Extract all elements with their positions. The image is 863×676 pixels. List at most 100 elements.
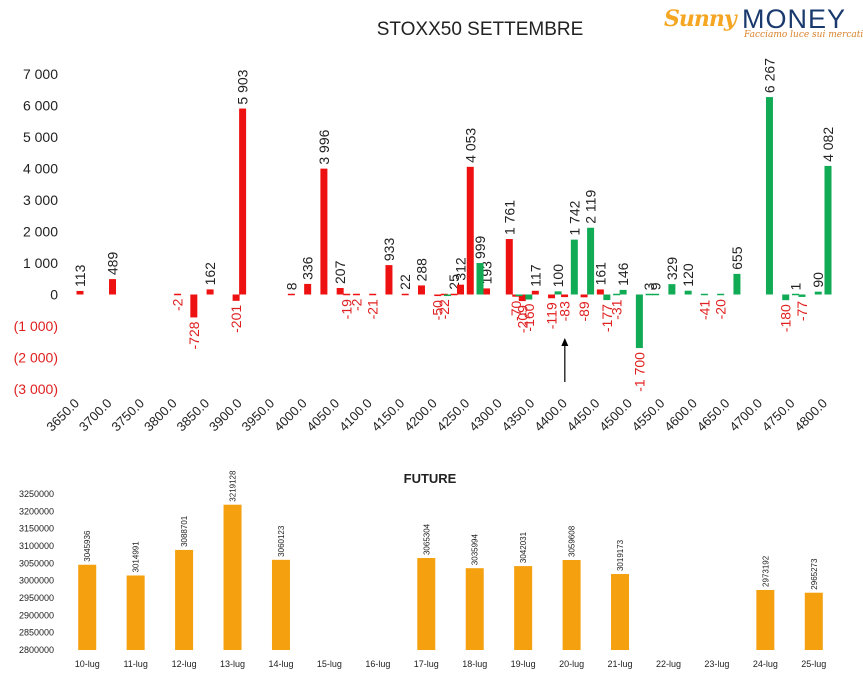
option-bar xyxy=(336,287,344,295)
option-bar-label: 162 xyxy=(202,262,218,286)
future-x-tick-label: 23-lug xyxy=(704,659,729,669)
option-bar-label: 1 761 xyxy=(501,200,517,235)
y-tick-label: (2 000) xyxy=(14,350,58,366)
option-bar xyxy=(619,289,627,295)
option-bar xyxy=(417,285,425,295)
option-bar xyxy=(531,290,539,295)
option-bar xyxy=(174,293,182,296)
option-bar xyxy=(320,168,328,295)
y-tick-label: 5 000 xyxy=(23,129,58,145)
option-bar xyxy=(401,293,409,296)
option-bar xyxy=(483,288,491,295)
option-bar-label: -41 xyxy=(696,300,712,320)
y-tick-label: (1 000) xyxy=(14,318,58,334)
option-bar-label: -1 700 xyxy=(631,352,647,392)
option-bar xyxy=(684,290,692,295)
option-bar-label: -180 xyxy=(778,304,794,332)
option-bar xyxy=(596,289,604,295)
option-bar xyxy=(645,293,653,296)
options-chart: STOXX50 SETTEMBRE 7 000 6 000 5 000 4 000 3 … xyxy=(14,19,836,434)
logo-sunny-text: Sunny xyxy=(664,6,737,32)
x-tick-label: 3950.0 xyxy=(239,396,278,435)
future-x-tick-label: 16-lug xyxy=(365,659,390,669)
option-bar-label: 9 xyxy=(648,282,664,290)
y-tick-label: 1 000 xyxy=(23,255,58,271)
y-tick-label: 3 000 xyxy=(23,192,58,208)
future-x-tick-label: 24-lug xyxy=(753,659,778,669)
future-y-tick-label: 3200000 xyxy=(19,506,54,516)
future-x-tick-label: 14-lug xyxy=(268,659,293,669)
future-chart: FUTURE 3250000 3200000 3150000 3100000 30500… xyxy=(19,470,826,669)
option-bar-label: 933 xyxy=(381,238,397,262)
option-bar-label: -728 xyxy=(186,321,202,349)
option-bar-label: 1 xyxy=(787,282,803,290)
future-bar-label: 3060123 xyxy=(277,525,286,557)
option-bar xyxy=(457,284,465,295)
option-bar xyxy=(765,97,773,295)
option-bar-label: 113 xyxy=(72,264,88,287)
option-bar-label: -20 xyxy=(713,299,729,319)
x-tick-label: 4450.0 xyxy=(564,396,603,435)
x-tick-label: 3900.0 xyxy=(206,396,245,435)
x-tick-label: 4350.0 xyxy=(499,396,538,435)
option-bar xyxy=(190,294,198,318)
option-bar xyxy=(109,279,117,295)
future-x-tick-label: 10-lug xyxy=(75,659,100,669)
future-bar-label: 3219128 xyxy=(229,470,238,502)
option-bar xyxy=(700,293,708,296)
future-bar xyxy=(804,592,823,650)
x-tick-label: 3750.0 xyxy=(108,396,147,435)
option-bar-label: 288 xyxy=(413,258,429,282)
future-bar-label: 3045936 xyxy=(83,530,92,562)
x-tick-label: 4500.0 xyxy=(596,396,635,435)
option-bar xyxy=(791,293,799,296)
x-tick-label: 4650.0 xyxy=(694,396,733,435)
x-tick-label: 3650.0 xyxy=(43,396,82,435)
option-bar xyxy=(587,227,595,295)
future-y-tick-label: 2850000 xyxy=(19,628,54,638)
future-bar xyxy=(78,564,97,650)
y-tick-label: 7 000 xyxy=(23,66,58,82)
option-bar-label: 312 xyxy=(453,257,469,281)
option-bar-label: -83 xyxy=(557,301,573,321)
option-bar-label: 6 267 xyxy=(761,58,777,93)
option-bar-label: 3 996 xyxy=(316,129,332,164)
future-y-tick-label: 3050000 xyxy=(19,558,54,568)
future-bar xyxy=(271,559,290,650)
option-bar-label: 489 xyxy=(105,252,121,276)
future-y-tick-label: 3100000 xyxy=(19,541,54,551)
x-tick-label: 4800.0 xyxy=(791,396,830,435)
option-bar-label: 1 742 xyxy=(566,200,582,235)
option-bar xyxy=(635,294,643,349)
future-bar-label: 3042031 xyxy=(519,531,528,563)
x-tick-label: 4750.0 xyxy=(759,396,798,435)
option-bar xyxy=(206,289,214,295)
option-bar xyxy=(782,294,790,301)
option-bar-label: -31 xyxy=(609,299,625,319)
option-bar-label: 22 xyxy=(397,274,413,290)
option-bar-label: -19 xyxy=(339,299,355,319)
option-bar xyxy=(450,293,458,296)
x-tick-label: 4550.0 xyxy=(629,396,668,435)
option-bar-label: -209 xyxy=(514,305,530,333)
option-bar xyxy=(466,166,474,295)
future-y-tick-label: 2900000 xyxy=(19,610,54,620)
future-bar-label: 2965273 xyxy=(810,558,819,590)
future-x-tick-label: 19-lug xyxy=(511,659,536,669)
future-x-tick-label: 13-lug xyxy=(220,659,245,669)
option-bar xyxy=(525,294,533,300)
x-tick-label: 4250.0 xyxy=(434,396,473,435)
future-bar xyxy=(514,566,533,650)
option-bar xyxy=(385,265,393,295)
option-bar-label: 4 082 xyxy=(820,127,836,162)
option-bar-label: -70 xyxy=(508,300,524,320)
future-x-tick-label: 15-lug xyxy=(317,659,342,669)
x-tick-label: 3850.0 xyxy=(173,396,212,435)
option-bar-label: 655 xyxy=(729,246,745,270)
future-bar-label: 3088701 xyxy=(180,515,189,547)
y-tick-label: 2 000 xyxy=(23,224,58,240)
option-bar xyxy=(561,294,569,298)
option-bar xyxy=(434,294,442,297)
option-bar-label: 999 xyxy=(472,235,488,259)
